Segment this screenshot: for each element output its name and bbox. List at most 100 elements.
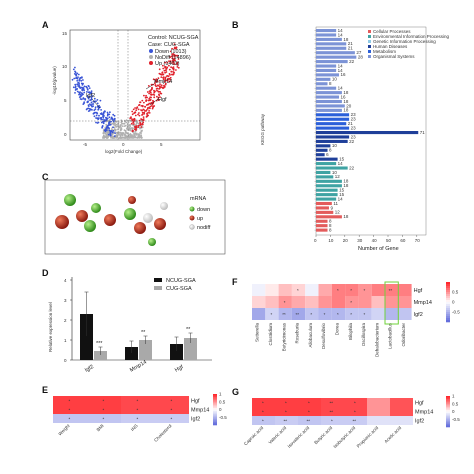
volcano-point-down xyxy=(95,114,98,117)
volcano-point-nodiff xyxy=(140,132,142,135)
panel-letter-c: C xyxy=(42,172,49,182)
heatmap-row-label: Igf2 xyxy=(414,312,423,318)
heatmap-cell xyxy=(305,296,319,308)
volcano-point-nodiff xyxy=(111,137,114,139)
volcano-point-nodiff xyxy=(110,136,112,138)
volcano-point-up xyxy=(171,47,173,50)
volcano-point-down xyxy=(93,115,96,118)
volcano-point-down xyxy=(79,95,82,98)
heatmap-colorbar-tick: -0.5 xyxy=(452,310,460,315)
volcano-point-up xyxy=(160,76,163,78)
volcano-point-down xyxy=(86,88,89,91)
volcano-point-nodiff xyxy=(113,123,115,126)
volcano-point-down xyxy=(106,118,108,121)
volcano-point-up xyxy=(135,125,138,127)
volcano-point-nodiff xyxy=(125,132,127,135)
network-node xyxy=(148,238,156,246)
heatmap-colorbar-tick: 0 xyxy=(219,407,222,412)
kegg-bar-value: 23 xyxy=(351,134,357,139)
heatmap-cell xyxy=(358,296,372,308)
heatmap-col-label: Caproic acid xyxy=(243,425,265,447)
heatmap-cell xyxy=(275,416,298,425)
kegg-xtick: 30 xyxy=(357,238,363,243)
kegg-bar xyxy=(316,139,348,143)
volcano-point-down xyxy=(105,116,107,119)
kegg-bar-value: 10 xyxy=(332,77,338,82)
kegg-bar-value: 21 xyxy=(348,46,354,51)
volcano-point-up xyxy=(156,84,159,87)
heatmap-colorbar xyxy=(213,394,217,396)
heatmap-star: * xyxy=(350,312,352,317)
kegg-bar xyxy=(316,201,332,206)
kegg-bar xyxy=(316,197,337,201)
kegg-bar-value: 14 xyxy=(338,196,344,201)
heatmap-col-label: Valeric acid xyxy=(267,425,287,445)
heatmap-col-label: Allobaculum xyxy=(308,323,313,348)
heatmap-col-label: Dorea xyxy=(334,323,339,336)
heatmap-row-label: Igf2 xyxy=(191,417,200,423)
volcano-legend-up: Up (1403) xyxy=(155,61,180,67)
volcano-legend-down: Down (1013) xyxy=(155,49,187,55)
volcano-point-up xyxy=(177,66,180,69)
heatmap-star: * xyxy=(262,419,264,424)
volcano-point-up xyxy=(142,108,145,111)
volcano-point-nodiff xyxy=(125,121,128,124)
volcano-point-up xyxy=(141,105,144,108)
kegg-bar-value: 22 xyxy=(349,59,355,64)
volcano-point-up xyxy=(158,68,161,71)
heatmap-star: * xyxy=(137,417,139,422)
volcano-point-up xyxy=(165,75,168,77)
volcano-point-down xyxy=(103,129,106,132)
volcano-point-up xyxy=(138,119,141,122)
heatmap-star: * xyxy=(69,399,71,404)
volcano-point-up xyxy=(140,126,143,128)
volcano-point-up xyxy=(171,57,174,60)
volcano-point-nodiff xyxy=(111,122,113,125)
kegg-xtick: 70 xyxy=(415,238,421,243)
kegg-bar xyxy=(316,179,342,183)
heatmap-col-label: Bilophila xyxy=(348,323,353,341)
kegg-bar-value: 12 xyxy=(335,210,341,215)
heatmap-colorbar-tick: 0.5 xyxy=(452,401,459,406)
volcano-legend-control: Control: NCUG-SGA xyxy=(148,35,199,41)
heatmap-cell xyxy=(53,414,87,423)
volcano-point-down xyxy=(113,114,116,117)
volcano-point-up xyxy=(136,106,139,109)
heatmap-col-label: Propionic acid xyxy=(356,425,380,449)
kegg-bar xyxy=(316,206,329,210)
volcano-point-up xyxy=(143,112,146,115)
volcano-point-down xyxy=(81,84,84,86)
heatmap-colorbar xyxy=(213,412,217,415)
kegg-bar xyxy=(316,51,355,55)
heatmap-star: * xyxy=(285,410,287,415)
volcano-point-up xyxy=(164,69,167,71)
kegg-bar xyxy=(316,184,342,188)
volcano-point-nodiff xyxy=(103,136,106,139)
volcano-point-nodiff xyxy=(121,136,124,139)
volcano-point-nodiff xyxy=(122,132,125,135)
kegg-bar-value: 23 xyxy=(351,117,357,122)
volcano-point-down xyxy=(90,92,93,95)
heatmap-star: * xyxy=(285,401,287,406)
heatmap-colorbar xyxy=(213,420,217,423)
volcano-point-up xyxy=(144,96,147,99)
heatmap-col-label: Isovaleric acid xyxy=(287,425,311,449)
volcano-point-down xyxy=(78,79,81,82)
volcano-point-down xyxy=(106,127,108,130)
heatmap-colorbar xyxy=(446,425,450,428)
volcano-point-up xyxy=(177,58,180,60)
network-node xyxy=(76,210,88,222)
volcano-point-nodiff xyxy=(124,124,127,127)
expr-ytick: 3 xyxy=(64,298,67,303)
volcano-point-up xyxy=(171,73,174,76)
volcano-point-down xyxy=(110,120,112,123)
heatmap-cell xyxy=(385,308,399,320)
volcano-point-down xyxy=(96,112,99,115)
heatmap-colorbar xyxy=(213,397,217,399)
heatmap-col-label: Acetic acid xyxy=(383,425,402,444)
volcano-point-down xyxy=(90,98,93,101)
heatmap-colorbar-tick: 0.5 xyxy=(452,290,459,295)
heatmap-colorbar xyxy=(446,290,450,293)
heatmap-cell xyxy=(265,296,279,308)
volcano-point-up xyxy=(159,96,161,98)
